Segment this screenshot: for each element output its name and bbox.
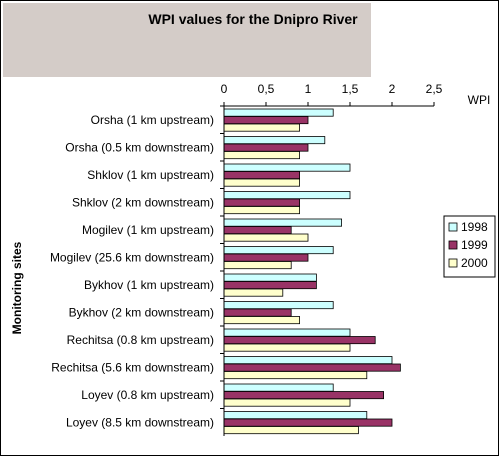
category-label: Shklov (2 km downstream) <box>72 195 214 209</box>
x-tick-label: 0,5 <box>258 82 275 96</box>
bar-2000-3 <box>223 178 300 187</box>
bar-1999-2 <box>223 143 309 152</box>
category-label: Orsha (1 km upstream) <box>91 113 214 127</box>
legend-label-1999: 1999 <box>461 238 488 252</box>
bar-1998-8 <box>223 301 334 310</box>
legend: 1998 1999 2000 <box>443 215 496 278</box>
bar-1999-1 <box>223 116 309 125</box>
legend-swatch-1999 <box>448 240 458 250</box>
bar-2000-12 <box>223 426 359 435</box>
bar-1998-1 <box>223 108 334 117</box>
bar-1999-7 <box>223 281 317 290</box>
legend-label-2000: 2000 <box>461 256 488 270</box>
bar-1998-12 <box>223 411 368 420</box>
bar-1998-5 <box>223 218 342 227</box>
axis-layer: Orsha (1 km upstream) Orsha (0.5 km downs… <box>50 82 443 436</box>
bar-1998-4 <box>223 191 351 200</box>
legend-label-1998: 1998 <box>461 220 488 234</box>
bars-layer <box>223 108 401 435</box>
bar-2000-6 <box>223 261 292 270</box>
bar-1999-4 <box>223 198 300 207</box>
bar-1998-7 <box>223 273 317 282</box>
category-label: Loyev (0.8 km upstream) <box>81 388 214 402</box>
bar-1999-3 <box>223 171 300 180</box>
bar-1999-8 <box>223 308 292 317</box>
bar-2000-4 <box>223 206 300 215</box>
bar-2000-2 <box>223 151 300 160</box>
y-axis-title: Monitoring sites <box>10 241 24 334</box>
legend-swatch-1998 <box>448 222 458 232</box>
legend-swatch-2000 <box>448 258 458 268</box>
bar-1998-3 <box>223 163 351 172</box>
category-label: Mogilev (1 km upstream) <box>82 223 214 237</box>
bar-1999-9 <box>223 336 376 345</box>
category-label: Rechitsa (0.8 km upstream) <box>67 333 214 347</box>
bar-1998-6 <box>223 246 334 255</box>
bar-1999-5 <box>223 226 292 235</box>
x-tick-label: 2 <box>389 82 396 96</box>
title-background <box>3 3 371 77</box>
category-label: Loyev (8.5 km downstream) <box>66 415 214 429</box>
bar-1999-10 <box>223 363 401 372</box>
category-label: Bykhov (2 km downstream) <box>69 305 214 319</box>
x-tick-label: 0 <box>221 82 228 96</box>
bar-2000-1 <box>223 123 300 132</box>
x-tick-label: 2,5 <box>426 82 443 96</box>
bar-2000-11 <box>223 398 351 407</box>
category-label: Shklov (1 km upstream) <box>87 168 214 182</box>
bar-1998-10 <box>223 356 393 365</box>
bar-1999-6 <box>223 253 309 262</box>
bar-1998-9 <box>223 328 351 337</box>
chart-title: WPI values for the Dnipro River <box>148 11 358 27</box>
bar-2000-8 <box>223 316 300 325</box>
bar-1999-11 <box>223 391 385 400</box>
category-label: Orsha (0.5 km downstream) <box>65 140 214 154</box>
bar-1999-12 <box>223 418 393 427</box>
bar-2000-9 <box>223 343 351 352</box>
x-tick-label: 1 <box>305 82 312 96</box>
x-tick-label: 1,5 <box>342 82 359 96</box>
bar-2000-5 <box>223 233 309 242</box>
category-label: Bykhov (1 km upstream) <box>84 278 214 292</box>
bar-1998-2 <box>223 136 326 145</box>
bar-1998-11 <box>223 383 334 392</box>
x-axis-title: WPI <box>468 93 491 107</box>
category-label: Mogilev (25.6 km downstream) <box>50 250 214 264</box>
bar-2000-10 <box>223 371 368 380</box>
bar-2000-7 <box>223 288 284 297</box>
category-label: Rechitsa (5.6 km downstream) <box>51 360 214 374</box>
